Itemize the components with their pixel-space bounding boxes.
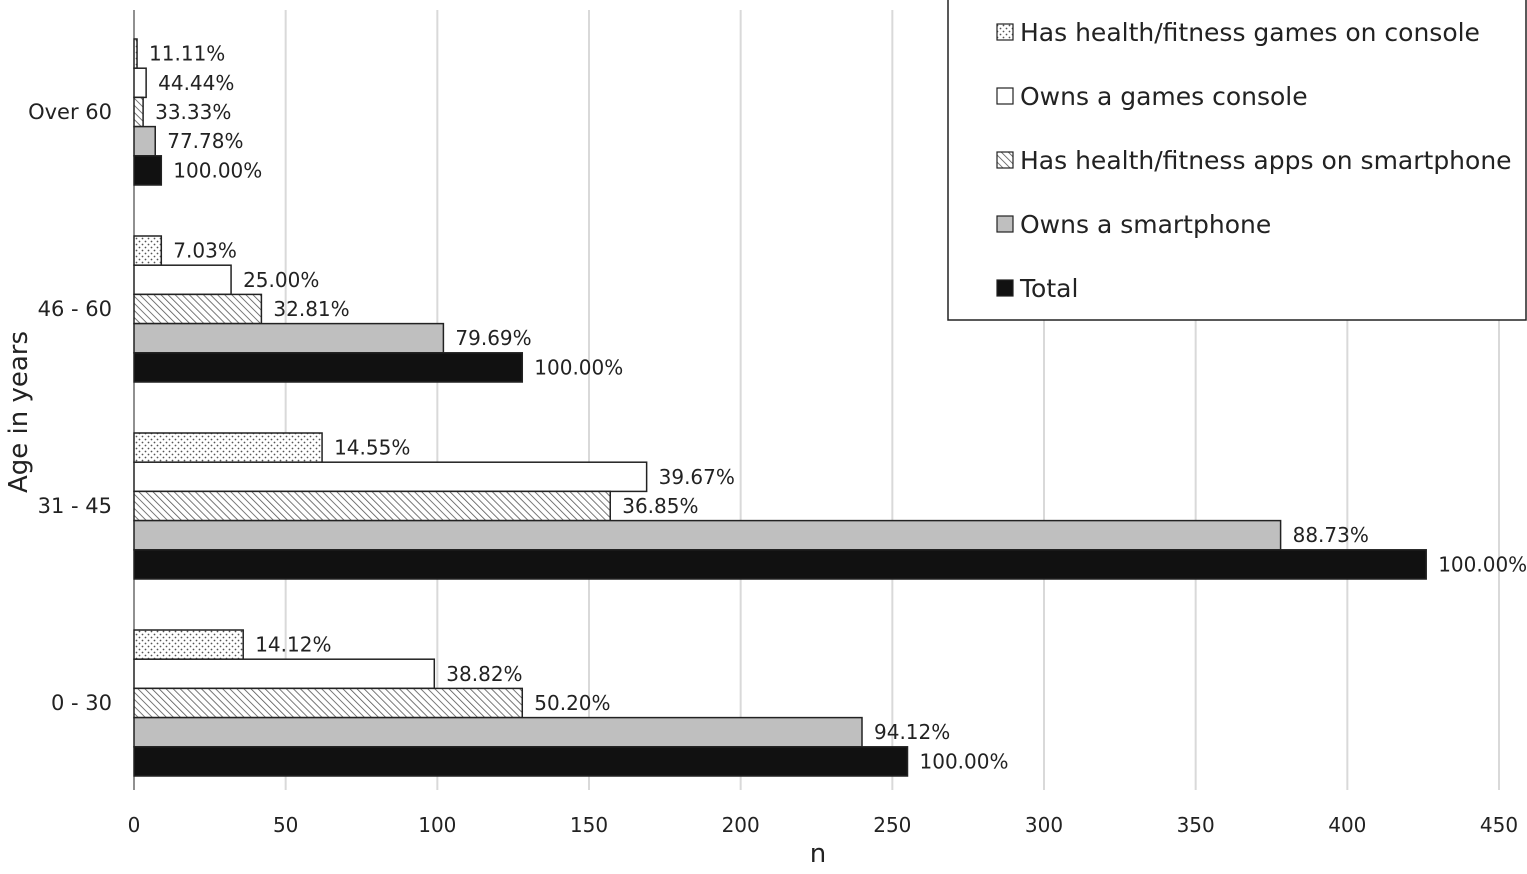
data-label: 79.69%: [455, 326, 531, 350]
legend-label: Has health/fitness apps on smartphone: [1020, 146, 1512, 175]
bar: [133, 352, 524, 383]
legend-swatch: [996, 87, 1014, 105]
x-tick-label: 300: [1025, 813, 1063, 837]
bar: [133, 432, 323, 463]
data-label: 11.11%: [149, 42, 225, 66]
x-tick-label: 0: [128, 813, 141, 837]
legend-label: Owns a games console: [1020, 82, 1308, 111]
x-tick-label: 250: [873, 813, 911, 837]
legend-label: Owns a smartphone: [1020, 210, 1271, 239]
bar: [133, 490, 611, 522]
bar: [133, 716, 863, 748]
bar: [133, 293, 263, 325]
bar: [133, 67, 147, 99]
legend: Has health/fitness games on console Owns …: [947, 0, 1527, 321]
x-axis-title: n: [810, 839, 826, 869]
legend-label: Total: [1019, 274, 1078, 303]
legend-swatch: [996, 279, 1014, 297]
bar: [133, 629, 244, 660]
y-axis-title: Age in years: [4, 331, 34, 493]
legend-swatch: [996, 215, 1014, 233]
data-label: 77.78%: [167, 129, 243, 153]
data-label: 36.85%: [622, 494, 698, 518]
x-tick-label: 400: [1328, 813, 1366, 837]
bar: [133, 96, 144, 128]
bars: [133, 38, 1427, 777]
data-label: 94.12%: [874, 720, 950, 744]
data-label: 33.33%: [155, 100, 231, 124]
data-label: 7.03%: [173, 239, 237, 263]
bar: [133, 461, 648, 493]
x-tick-label: 350: [1177, 813, 1215, 837]
bar: [133, 519, 1282, 551]
bar: [133, 125, 156, 157]
category-labels: Over 60 46 - 60 31 - 45 0 - 30: [28, 100, 112, 715]
x-tick-label: 200: [722, 813, 760, 837]
category-label: 31 - 45: [38, 494, 112, 518]
bar: [133, 658, 436, 690]
bar: [133, 235, 163, 266]
data-label: 88.73%: [1293, 523, 1369, 547]
legend-swatch: [996, 23, 1014, 41]
category-label: 46 - 60: [38, 297, 112, 321]
bar: [133, 264, 232, 296]
data-label: 14.55%: [334, 436, 410, 460]
data-label: 25.00%: [243, 268, 319, 292]
legend-label: Has health/fitness games on console: [1020, 18, 1480, 47]
legend-box: [947, 0, 1527, 321]
data-labels: 11.11% 44.44% 33.33% 77.78% 100.00% 7.03%25.0…: [149, 42, 1527, 774]
data-label: 100.00%: [173, 158, 262, 182]
bar: [133, 746, 909, 777]
x-tick-label: 450: [1480, 813, 1518, 837]
data-label: 100.00%: [534, 355, 623, 379]
x-tick-label: 100: [418, 813, 456, 837]
data-label: 14.12%: [255, 633, 331, 657]
data-label: 44.44%: [158, 71, 234, 95]
bar: [133, 322, 445, 354]
legend-items: Has health/fitness games on console Owns …: [996, 18, 1512, 303]
x-tick-label: 150: [570, 813, 608, 837]
data-label: 100.00%: [920, 749, 1009, 773]
data-label: 38.82%: [446, 662, 522, 686]
bar: [133, 155, 163, 186]
bar: [133, 687, 524, 719]
category-label: Over 60: [28, 100, 112, 124]
data-label: 32.81%: [273, 297, 349, 321]
data-label: 100.00%: [1438, 552, 1527, 576]
legend-swatch: [996, 151, 1014, 169]
data-label: 50.20%: [534, 691, 610, 715]
category-label: 0 - 30: [51, 691, 112, 715]
x-tick-labels: 0 50 100 150 200 250 300 350 400 450: [128, 813, 1518, 837]
data-label: 39.67%: [659, 465, 735, 489]
bar: [133, 549, 1427, 580]
x-tick-label: 50: [273, 813, 298, 837]
